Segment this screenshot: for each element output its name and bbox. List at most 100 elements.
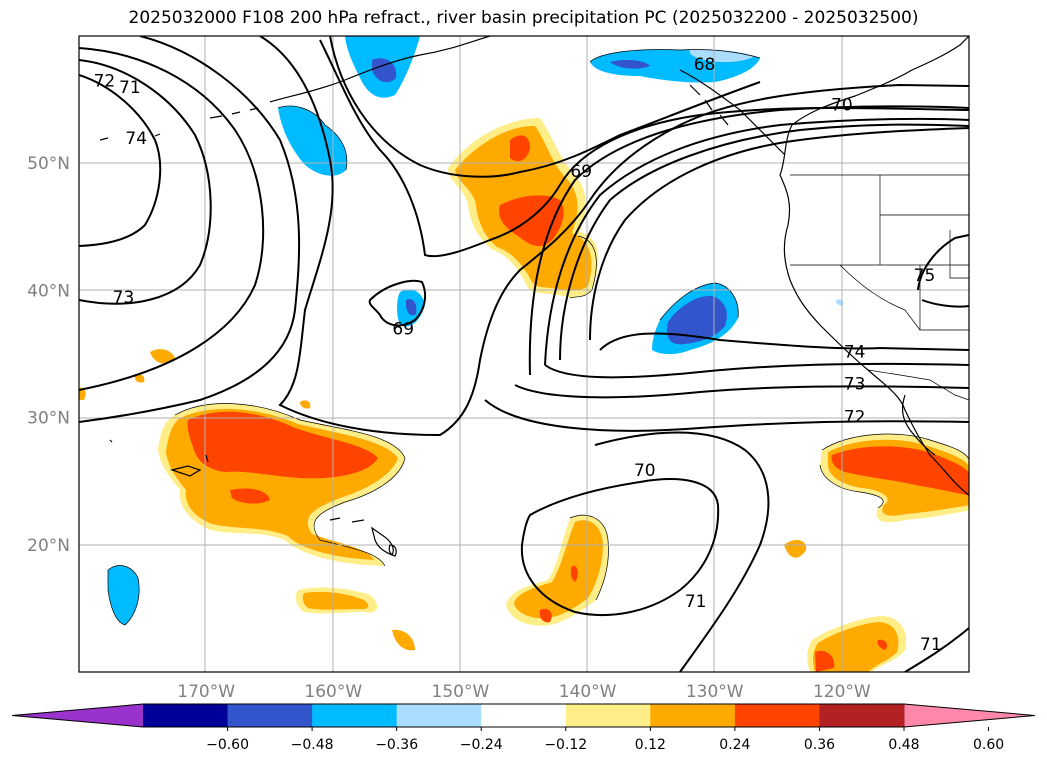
- colorbar-tick-label: 0.36: [804, 737, 835, 753]
- border-us-mexico: [867, 369, 969, 401]
- contour-central-69-north: [329, 36, 761, 178]
- refractivity-contours: [79, 36, 969, 672]
- lon-tick-label: 150°W: [432, 682, 490, 702]
- positive-anomaly-southeast-mid: [813, 622, 899, 672]
- contour-label: 73: [113, 288, 135, 308]
- colorbar-segment: [227, 704, 313, 727]
- negative-anomaly-small-central-core: [405, 299, 417, 316]
- positive-anomaly-small-1-mid: [302, 591, 369, 610]
- negative-anomaly-east-pacific-core: [666, 295, 727, 345]
- colorbar-tick-label: −0.48: [291, 737, 334, 753]
- contour-mexico-75: [917, 234, 969, 308]
- lat-tick-label: 30°N: [27, 409, 70, 429]
- positive-anomaly-northpacific-core2: [510, 135, 530, 162]
- colorbar-tick-label: −0.24: [460, 737, 503, 753]
- lon-tick-label: 170°W: [177, 682, 235, 702]
- contour-central-69: [319, 39, 969, 258]
- positive-anomaly-small-3: [150, 349, 175, 364]
- colorbar-segment: [819, 704, 905, 727]
- colorbar-segment: [396, 704, 482, 727]
- colorbar-segment: [312, 704, 398, 727]
- political-borders: [790, 174, 969, 401]
- colorbar-over-extension: [904, 704, 1035, 727]
- contour-subtropical-71: [594, 431, 770, 672]
- negative-anomaly-canada-coast-light: [689, 49, 755, 63]
- latitude-tick-labels: 20°N 30°N 40°N 50°N: [27, 154, 70, 556]
- coast-alaska-south: [269, 36, 491, 103]
- lon-tick-label: 160°W: [304, 682, 362, 702]
- positive-anomaly-small-7: [79, 387, 86, 400]
- lon-tick-label: 130°W: [686, 682, 744, 702]
- colorbar-segment: [143, 704, 229, 727]
- map-border: [78, 35, 970, 673]
- lat-tick-label: 40°N: [27, 281, 70, 301]
- contour-west-71: [79, 36, 301, 423]
- contour-label: 71: [920, 635, 942, 655]
- positive-anomaly-small-2: [392, 629, 415, 651]
- colorbar: −0.60 −0.48 −0.36 −0.24 −0.12 0.12 0.24 0.36 0.4…: [11, 703, 1036, 753]
- colorbar-tick-label: −0.60: [206, 737, 249, 753]
- positive-anomaly-small-4: [784, 539, 807, 558]
- contour-label: 74: [125, 129, 147, 149]
- contour-east-73-long: [528, 105, 969, 376]
- colorbar-tick-label: −0.36: [375, 737, 418, 753]
- lat-tick-label: 20°N: [27, 536, 70, 556]
- lon-tick-label: 140°W: [559, 682, 617, 702]
- positive-anomaly-subtropical-core: [539, 608, 552, 623]
- map-title: 2025032000 F108 200 hPa refract., river …: [128, 8, 919, 28]
- contour-east-72-lower: [484, 399, 969, 432]
- contour-label: 71: [119, 78, 141, 98]
- contour-west-74: [79, 74, 162, 247]
- contour-label: 72: [94, 72, 116, 92]
- coast-small-islands: [99, 133, 209, 463]
- colorbar-segment: [650, 704, 736, 727]
- positive-anomaly-southeast-core2: [877, 639, 888, 650]
- positive-anomaly-mexico-core: [831, 446, 969, 496]
- coast-north-america: [779, 36, 969, 496]
- contour-label: 71: [685, 592, 707, 612]
- colorbar-tick-label: 0.24: [719, 737, 750, 753]
- border-us-states: [790, 175, 969, 331]
- contour-label: 69: [570, 162, 592, 182]
- contour-label: 68: [694, 55, 716, 75]
- contour-label: 75: [914, 266, 936, 286]
- colorbar-tick-label: 0.12: [635, 737, 666, 753]
- contour-closed-69: [368, 280, 427, 327]
- negative-anomaly-alaska-north-core: [372, 58, 397, 83]
- contour-label: 69: [392, 320, 414, 340]
- colorbar-tick-label: −0.12: [544, 737, 587, 753]
- coast-hawaii-1: [169, 465, 202, 477]
- colorbar-segment: [481, 704, 567, 727]
- contour-east-74-lower: [544, 362, 969, 379]
- contour-central-70: [259, 36, 969, 437]
- coast-hawaii-3: [388, 544, 397, 557]
- positive-anomaly-southeast-core: [815, 650, 835, 672]
- colorbar-outline: [11, 703, 1036, 728]
- positive-anomaly-subtropical-core2: [570, 565, 578, 582]
- lon-tick-label: 120°W: [813, 682, 871, 702]
- shading-outlines: [107, 49, 969, 626]
- positive-anomaly-hawaii-core2: [230, 488, 270, 504]
- contour-subtropical-70: [520, 478, 720, 617]
- lat-tick-label: 50°N: [27, 154, 70, 174]
- longitude-tick-labels: 170°W 160°W 150°W 140°W 130°W 120°W: [177, 682, 871, 702]
- contour-label: 70: [634, 461, 656, 481]
- colorbar-under-extension: [12, 704, 143, 727]
- colorbar-segment: [565, 704, 651, 727]
- contour-east-73-lower: [514, 384, 969, 399]
- contour-label: 70: [831, 96, 853, 116]
- contour-label: 73: [844, 374, 866, 394]
- contour-closed-69-east: [589, 127, 969, 341]
- contour-east-71: [559, 123, 969, 361]
- coast-islands-bc: [679, 69, 786, 156]
- contour-label: 72: [844, 407, 866, 427]
- negative-anomaly-small-west: [108, 565, 140, 625]
- contour-west-73: [79, 59, 212, 305]
- contour-east-70: [599, 332, 969, 351]
- contour-east-74: [544, 117, 969, 366]
- colorbar-segment: [734, 704, 820, 727]
- positive-anomaly-small-5: [300, 400, 311, 409]
- contour-west-72: [79, 47, 265, 391]
